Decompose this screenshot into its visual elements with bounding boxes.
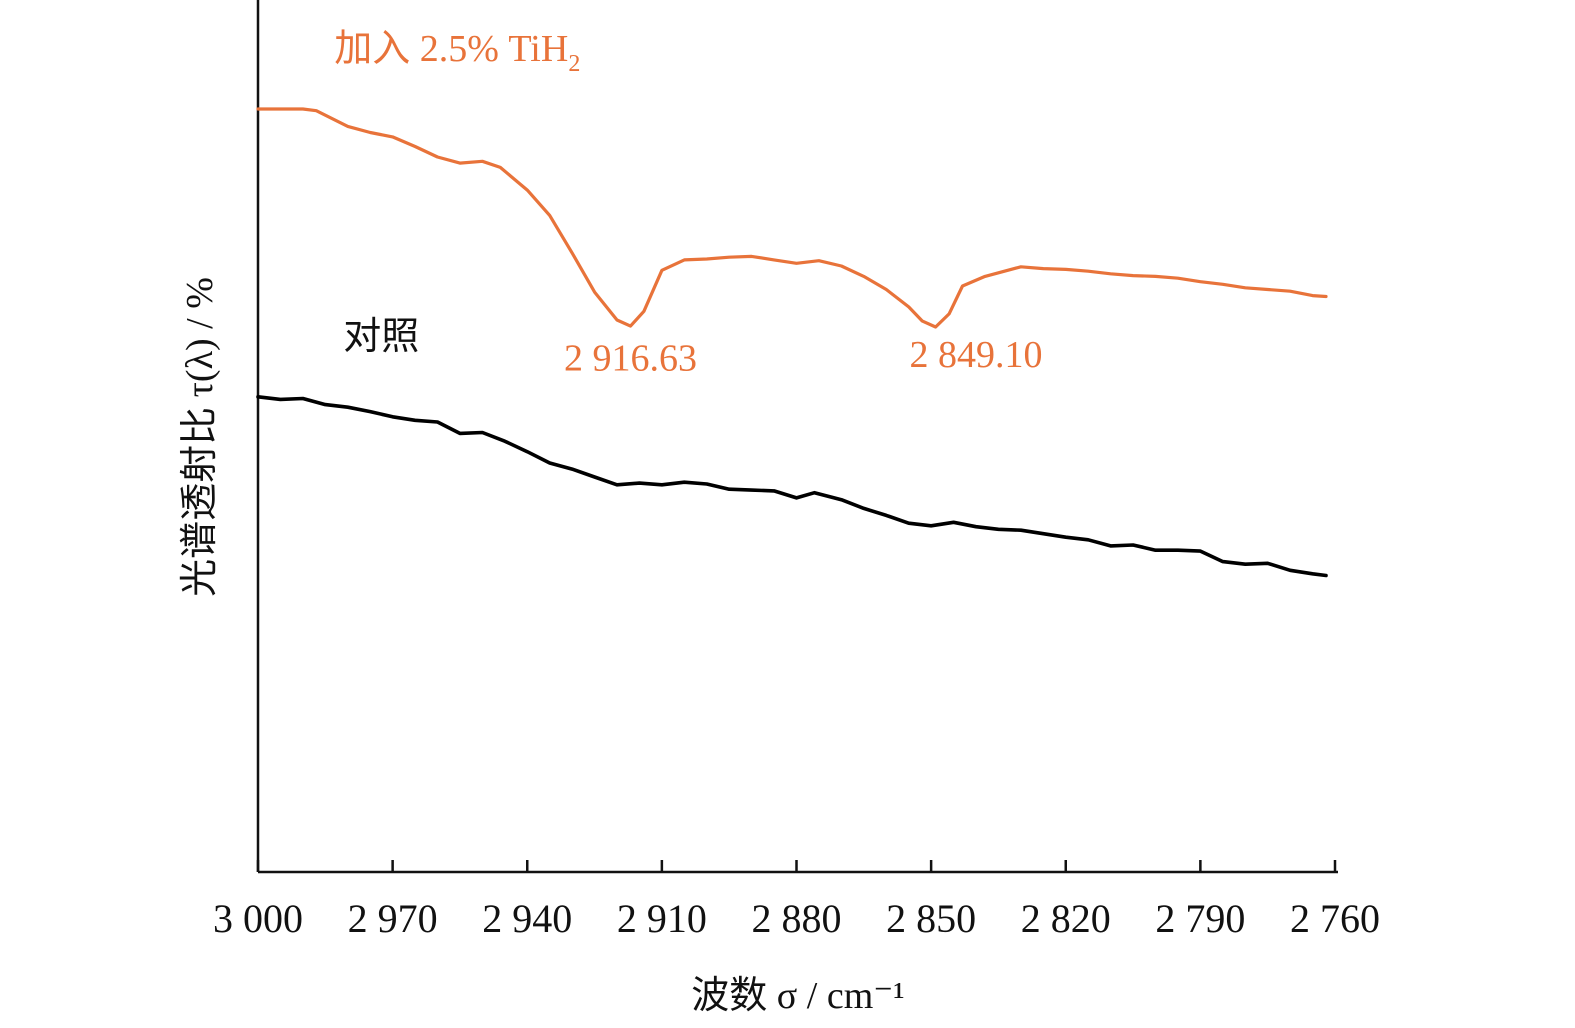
x-tick-label: 2 850	[886, 896, 976, 941]
x-tick-label: 2 820	[1021, 896, 1111, 941]
series-label-subscript: 2	[568, 51, 580, 77]
x-axis-title: 波数 σ / cm⁻¹	[691, 975, 904, 1017]
x-tick-label: 2 970	[348, 896, 438, 941]
series-labels: 加入 2.5% TiH2 对照	[334, 28, 580, 358]
series-label-control: 对照	[343, 316, 419, 358]
y-axis-title: 光谱透射比 τ(λ) / %	[179, 277, 221, 597]
series-line-tih2	[256, 107, 1328, 329]
x-tick-label: 2 880	[752, 896, 842, 941]
x-tick-label: 2 760	[1290, 896, 1380, 941]
x-tick-label: 2 790	[1155, 896, 1245, 941]
x-tick-label: 3 000	[213, 896, 303, 941]
series-label-tih2: 加入 2.5% TiH2	[334, 28, 580, 77]
x-ticks	[256, 860, 1337, 872]
series-line-control	[256, 395, 1328, 578]
x-tick-labels: 3 000 2 970 2 940 2 910 2 880 2 850 2 820 2 790…	[213, 896, 1380, 941]
x-tick-label: 2 910	[617, 896, 707, 941]
axes	[256, 0, 1338, 874]
peak-label: 2 849.10	[910, 334, 1043, 376]
series-lines	[256, 107, 1328, 578]
peak-labels: 2 916.63 2 849.10	[564, 334, 1043, 379]
x-tick-label: 2 940	[482, 896, 572, 941]
peak-label: 2 916.63	[564, 338, 697, 380]
